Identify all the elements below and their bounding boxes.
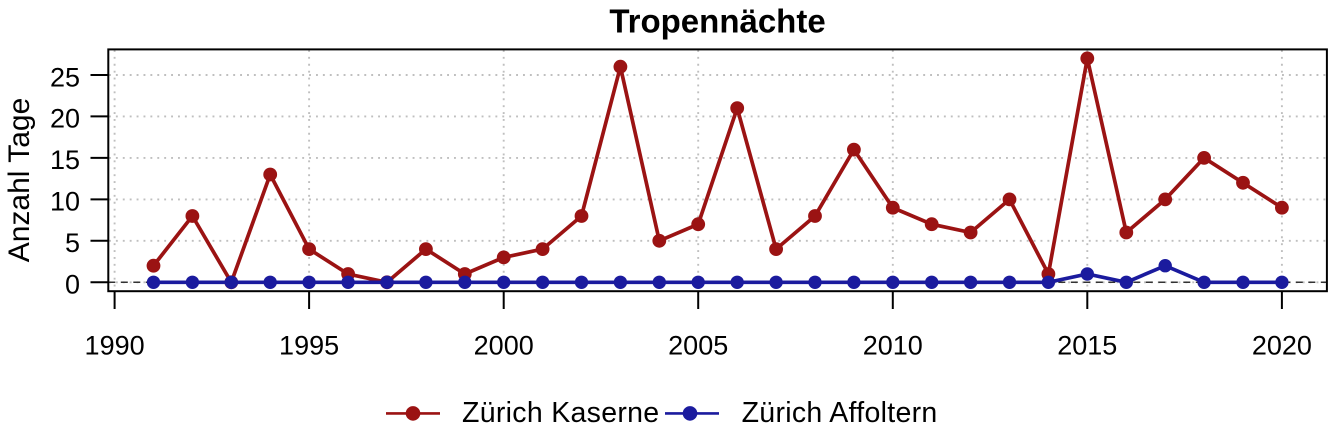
svg-text:2015: 2015 [1057,331,1117,361]
svg-text:2010: 2010 [863,331,923,361]
svg-text:15: 15 [50,145,80,175]
svg-text:Zürich Affoltern: Zürich Affoltern [742,397,938,429]
svg-text:Tropennächte: Tropennächte [609,2,825,39]
svg-text:1990: 1990 [85,331,145,361]
svg-text:Anzahl Tage: Anzahl Tage [3,98,36,263]
svg-text:2000: 2000 [474,331,534,361]
svg-text:25: 25 [50,62,80,92]
svg-text:20: 20 [50,104,80,134]
svg-text:10: 10 [50,187,80,217]
svg-text:1995: 1995 [279,331,339,361]
svg-text:0: 0 [65,270,80,300]
svg-text:2005: 2005 [668,331,728,361]
svg-text:2020: 2020 [1252,331,1312,361]
svg-text:5: 5 [65,228,80,258]
svg-text:Zürich Kaserne: Zürich Kaserne [462,397,659,429]
